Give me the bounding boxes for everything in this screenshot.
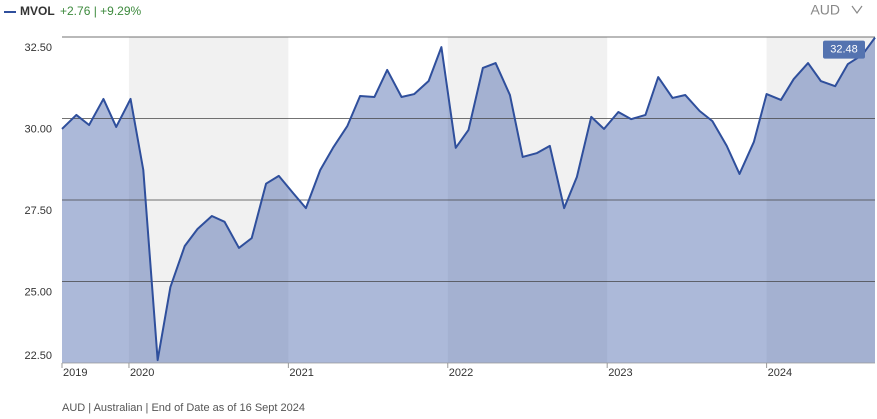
line [61, 37, 876, 362]
x-tick-label: 2022 [449, 367, 473, 379]
change-text: +2.76 | +9.29% [60, 4, 142, 18]
footnote: AUD | Australian | End of Date as of 16 … [62, 402, 305, 414]
currency-select[interactable]: AUD [810, 2, 840, 18]
y-tick-label: 32.50 [24, 42, 52, 54]
y-tick-label: 25.00 [24, 286, 52, 298]
x-tick-label: 2019 [63, 367, 87, 379]
x-tick-label: 2021 [289, 367, 313, 379]
y-tick-label: 22.50 [24, 350, 52, 362]
last-value-label: 32.48 [830, 44, 858, 56]
y-tick-label: 30.00 [24, 123, 52, 135]
legend-label: MVOL [20, 4, 55, 18]
x-tick-label: 2020 [130, 367, 154, 379]
x-tick-label: 2024 [768, 367, 792, 379]
last-value-badge [823, 40, 865, 59]
chevron[interactable] [851, 5, 863, 15]
x-tick-label: 2023 [608, 367, 632, 379]
y-tick-label: 27.50 [24, 205, 52, 217]
